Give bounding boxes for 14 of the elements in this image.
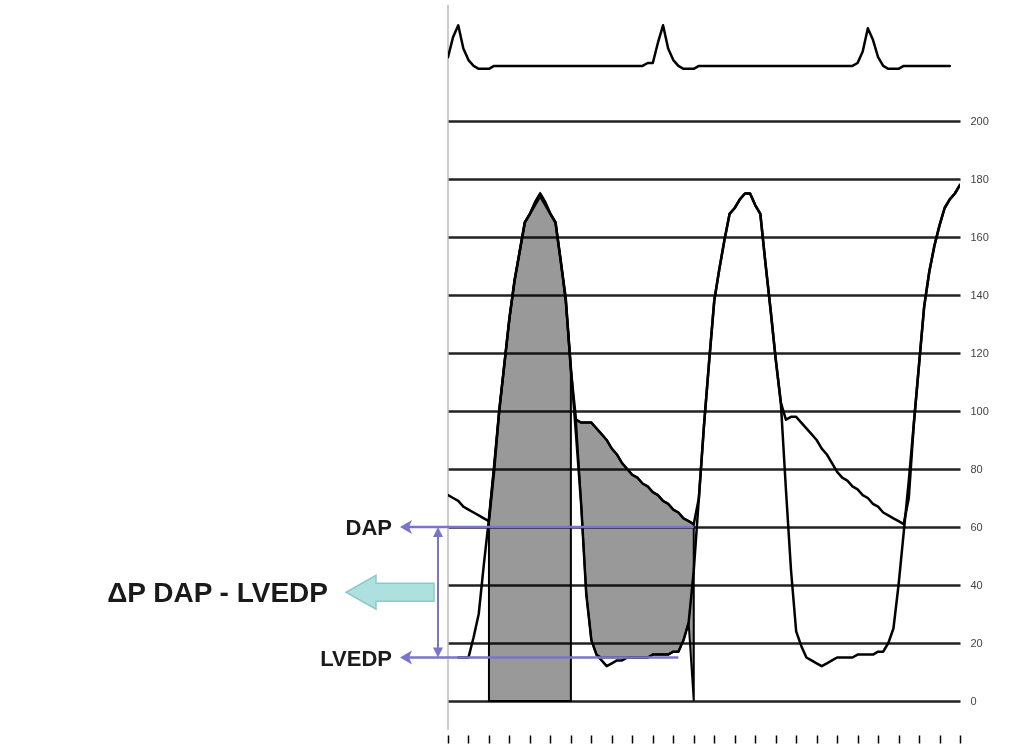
y-tick-label: 100: [970, 404, 989, 417]
y-tick-label: 80: [970, 462, 983, 475]
y-tick-label: 180: [970, 172, 989, 185]
y-tick-label: 140: [970, 288, 989, 301]
y-tick-label: 200: [970, 114, 989, 127]
y-tick-label: 120: [970, 346, 989, 359]
text: ΔP DAP - LVEDP: [107, 577, 328, 609]
y-tick-label: 160: [970, 230, 989, 243]
ref-line-label: DAP: [345, 515, 392, 540]
y-tick-label: 60: [970, 520, 983, 533]
y-tick-label: 20: [970, 636, 983, 649]
y-tick-label: 40: [970, 578, 983, 591]
y-tick-label: 0: [970, 694, 977, 707]
ref-line-label: LVEDP: [320, 645, 392, 671]
